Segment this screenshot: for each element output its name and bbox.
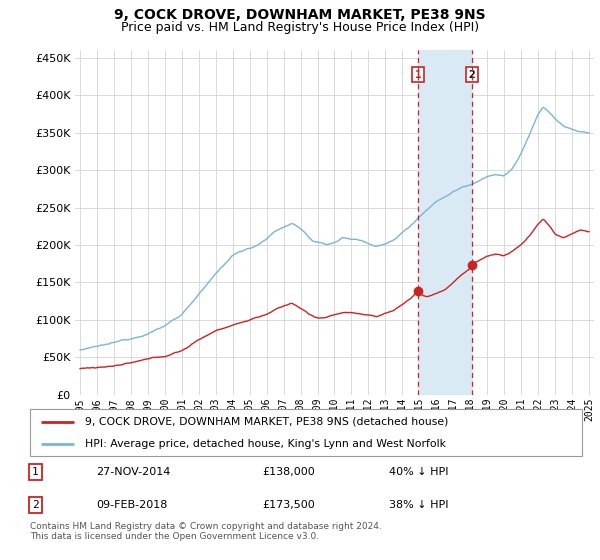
Text: 2: 2 (469, 69, 475, 80)
Text: £138,000: £138,000 (262, 467, 314, 477)
FancyBboxPatch shape (30, 409, 582, 456)
Text: 2: 2 (32, 500, 39, 510)
Text: 38% ↓ HPI: 38% ↓ HPI (389, 500, 448, 510)
Text: 9, COCK DROVE, DOWNHAM MARKET, PE38 9NS: 9, COCK DROVE, DOWNHAM MARKET, PE38 9NS (114, 8, 486, 22)
Text: 09-FEB-2018: 09-FEB-2018 (96, 500, 167, 510)
Text: Price paid vs. HM Land Registry's House Price Index (HPI): Price paid vs. HM Land Registry's House … (121, 21, 479, 34)
Text: 1: 1 (415, 69, 421, 80)
Text: £173,500: £173,500 (262, 500, 314, 510)
Text: 9, COCK DROVE, DOWNHAM MARKET, PE38 9NS (detached house): 9, COCK DROVE, DOWNHAM MARKET, PE38 9NS … (85, 417, 449, 427)
Text: 27-NOV-2014: 27-NOV-2014 (96, 467, 170, 477)
Text: 1: 1 (32, 467, 39, 477)
Text: HPI: Average price, detached house, King's Lynn and West Norfolk: HPI: Average price, detached house, King… (85, 438, 446, 449)
Text: Contains HM Land Registry data © Crown copyright and database right 2024.
This d: Contains HM Land Registry data © Crown c… (30, 522, 382, 542)
Bar (418, 50, 472, 395)
Text: 40% ↓ HPI: 40% ↓ HPI (389, 467, 448, 477)
